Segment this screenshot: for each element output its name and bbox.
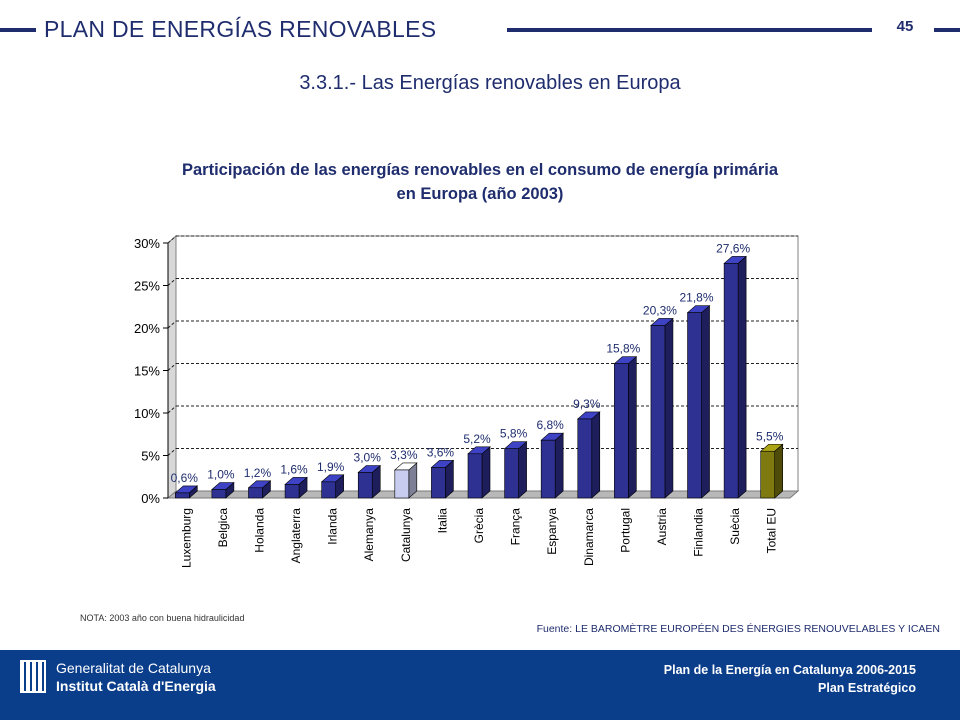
generalitat-logo-icon	[20, 660, 46, 693]
note-text: NOTA: 2003 año con buena hidraulicidad	[80, 613, 245, 623]
x-tick-label: Total EU	[765, 508, 779, 553]
x-tick-label: Dinamarca	[582, 508, 596, 566]
bar-value-label: 9,3%	[573, 397, 601, 411]
bar	[431, 467, 446, 499]
header-rule-left	[0, 28, 36, 32]
x-tick-label: Espanya	[545, 508, 559, 555]
bar-value-label: 6,8%	[536, 418, 564, 432]
bar	[614, 363, 629, 499]
x-tick-label: Portugal	[618, 508, 632, 553]
bar-side	[737, 255, 747, 499]
bar	[467, 453, 483, 499]
bar-chart: 0% 5% 10% 15% 20% 25% 30% 0,6% Luxemburg 1,0% Belg…	[134, 234, 800, 568]
footer-bar: Generalitat de Catalunya Institut Català…	[0, 650, 960, 720]
x-tick-label: Catalunya	[399, 508, 413, 562]
x-tick-label: Holanda	[252, 508, 266, 553]
bar-value-label: 3,0%	[354, 451, 382, 465]
bar-side	[518, 441, 527, 499]
x-tick-label: Finlandia	[692, 508, 706, 557]
bar-side	[591, 411, 601, 499]
section-subtitle: 3.3.1.- Las Energías renovables en Europ…	[299, 72, 681, 94]
y-tick-label: 30%	[134, 236, 160, 251]
y-tick-label: 10%	[134, 406, 160, 421]
bar-value-label: 1,2%	[244, 466, 272, 480]
gridline-diagonal	[167, 405, 177, 414]
bar-value-label: 1,9%	[317, 460, 345, 474]
bar-value-label: 15,8%	[606, 342, 640, 356]
gridline-diagonal	[167, 320, 177, 329]
bar-value-label: 5,8%	[500, 427, 528, 441]
bar	[321, 481, 336, 499]
header-rule-middle	[507, 28, 872, 32]
y-tick-label: 20%	[134, 321, 160, 336]
footer-institute-name: Institut Català d'Energia	[56, 678, 216, 694]
footer-plan-title: Plan de la Energía en Catalunya 2006-201…	[663, 663, 916, 677]
bar-value-label: 1,0%	[207, 468, 235, 482]
gridline-diagonal	[167, 363, 177, 371]
bar	[577, 418, 593, 499]
bar-value-label: 3,3%	[390, 448, 418, 462]
header-rule-right	[934, 28, 960, 32]
bar-value-label: 1,6%	[280, 462, 308, 476]
gridline-diagonal	[167, 278, 177, 286]
footer-plan-subtitle: Plan Estratégico	[818, 681, 916, 695]
chart-title-line1: Participación de las energías renovables…	[181, 161, 779, 179]
bar	[687, 312, 702, 499]
x-tick-label: Grècia	[472, 508, 486, 544]
x-tick-label: Belgica	[216, 508, 230, 548]
x-tick-label: Italia	[435, 508, 449, 534]
gridline-diagonal	[167, 448, 177, 456]
bar	[248, 487, 263, 499]
bar	[357, 472, 373, 499]
bar-side	[554, 432, 564, 499]
x-tick-label: França	[509, 508, 523, 546]
x-tick-label: Alemanya	[362, 508, 376, 562]
y-tick-label: 15%	[134, 364, 160, 379]
y-tick-label: 0%	[141, 491, 160, 506]
bar-side	[628, 356, 637, 499]
chart-title-line2: en Europa (año 2003)	[396, 185, 564, 203]
bar	[211, 489, 227, 499]
bar	[723, 263, 739, 499]
bar	[540, 439, 556, 499]
x-tick-label: Suècia	[728, 508, 742, 545]
source-text: Fuente: LE BAROMÈTRE EUROPÉEN DES ÉNERGI…	[536, 623, 940, 635]
bar	[284, 484, 300, 499]
bar	[504, 448, 519, 499]
bar-value-label: 0,6%	[171, 471, 199, 485]
bar	[650, 325, 666, 499]
bar-value-label: 5,5%	[756, 429, 784, 443]
y-tick-label: 5%	[141, 449, 160, 464]
y-tick-label: 25%	[134, 279, 160, 294]
bar-value-label: 5,2%	[463, 432, 491, 446]
bar-value-label: 27,6%	[716, 241, 750, 255]
bar	[760, 450, 776, 499]
bar-side	[664, 317, 674, 499]
x-tick-label: Anglaterra	[289, 508, 303, 564]
chart-title: Participación de las energías renovables…	[100, 158, 860, 206]
bar-value-label: 21,8%	[680, 291, 714, 305]
bar-side	[481, 446, 491, 499]
bar-side	[774, 443, 784, 499]
bar	[394, 469, 410, 499]
bar-value-label: 3,6%	[427, 445, 455, 459]
x-tick-label: Luxemburg	[179, 508, 193, 568]
bar-value-label: 20,3%	[643, 303, 677, 317]
footer-org-name: Generalitat de Catalunya	[56, 660, 211, 676]
header-title: PLAN DE ENERGÍAS RENOVABLES	[44, 16, 437, 42]
bar-side	[701, 305, 710, 499]
gridline-diagonal	[167, 235, 177, 244]
bar	[174, 492, 190, 499]
x-tick-label: Austria	[655, 508, 669, 546]
page-number: 45	[896, 18, 914, 35]
x-tick-label: Irlanda	[326, 508, 340, 545]
